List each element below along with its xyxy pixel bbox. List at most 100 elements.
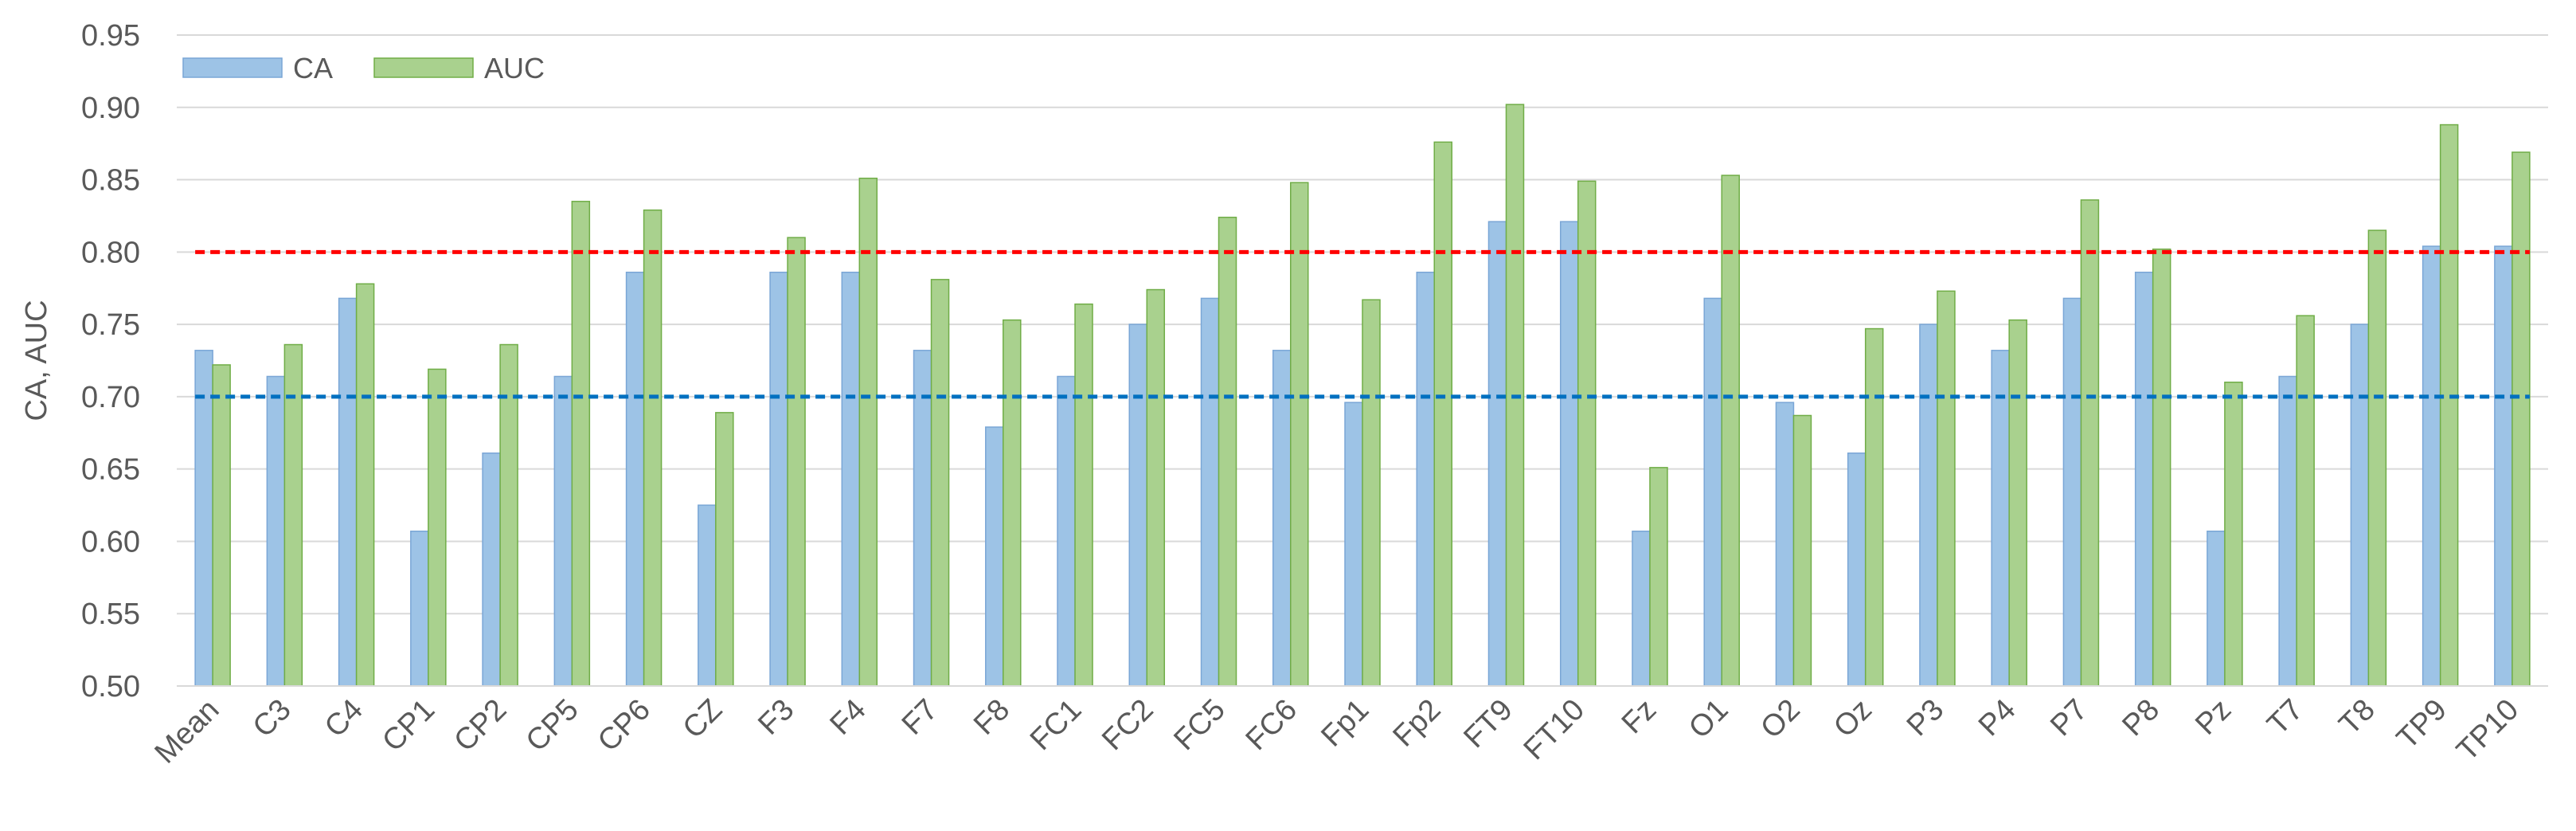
x-tick-label: Pz [2189,693,2238,742]
x-tick-label: CP1 [376,693,441,758]
bar-auc-fc6 [1290,182,1309,687]
bar-auc-f7 [930,279,950,687]
x-tick-label: P3 [1901,693,1951,743]
y-tick-label: 0.70 [81,381,140,414]
x-tick-label: Mean [149,693,226,770]
bar-auc-tp10 [2512,151,2531,687]
x-tick-label: F4 [824,693,873,742]
x-tick-label: F7 [896,693,944,742]
bar-ca-c3 [266,375,286,687]
x-tick-label: FT9 [1457,693,1519,755]
bar-ca-mean [194,350,213,687]
x-tick-label: TP10 [2450,693,2525,768]
legend-swatch-ca [182,57,283,78]
x-tick-label: P4 [1972,693,2023,743]
bar-auc-cp1 [428,368,447,687]
bar-ca-fp1 [1344,402,1363,687]
bar-auc-cp6 [643,209,663,687]
x-tick-label: C3 [247,693,298,744]
x-tick-label: O2 [1754,693,1807,746]
bar-auc-t8 [2367,229,2387,687]
bar-ca-t7 [2278,375,2297,687]
bar-ca-f4 [841,272,861,687]
bar-ca-fc6 [1272,350,1292,687]
bar-auc-o2 [1792,414,1812,687]
x-tick-label: Fp2 [1387,693,1448,754]
bar-auc-mean [212,364,231,687]
legend: CA AUC [182,52,545,84]
y-tick-label: 0.80 [81,236,140,269]
bar-ca-f7 [913,350,932,687]
y-tick-label: 0.60 [81,525,140,559]
bar-auc-fp1 [1362,299,1381,687]
bar-ca-fp2 [1416,272,1435,687]
y-tick-label: 0.90 [81,92,140,125]
bar-ca-cp1 [410,530,429,687]
legend-swatch-auc [373,57,474,78]
bar-ca-fc1 [1057,375,1076,687]
bar-auc-p7 [2080,199,2100,687]
x-tick-label: CP6 [592,693,657,758]
x-tick-label: C4 [319,693,369,744]
x-tick-label: CZ [677,693,729,746]
bar-auc-p3 [1937,290,1956,687]
bar-auc-pz [2224,381,2243,687]
bar-ca-tp10 [2494,245,2513,687]
bar-auc-ft10 [1577,180,1597,687]
bar-auc-cp5 [571,201,591,687]
y-tick-label: 0.55 [81,598,140,631]
bar-ca-cp5 [553,375,573,687]
bar-ca-fc5 [1200,297,1220,687]
bar-ca-f3 [769,272,788,687]
bar-auc-p4 [2008,319,2027,687]
x-tick-label: FC5 [1167,693,1231,757]
y-tick-label: 0.95 [81,19,140,53]
bar-auc-f3 [787,237,806,687]
legend-label-auc: AUC [484,52,545,84]
bar-auc-c4 [355,283,375,687]
bar-ca-tp9 [2422,245,2441,687]
bar-auc-fc2 [1146,288,1166,687]
bar-auc-cz [715,412,734,687]
x-tick-label: FC2 [1096,693,1159,757]
bar-ca-fz [1632,530,1651,687]
x-tick-label: O1 [1683,693,1735,746]
x-tick-label: Fp1 [1315,693,1375,754]
bar-ca-o1 [1703,297,1722,687]
bar-ca-f8 [985,426,1004,687]
x-tick-label: CP2 [448,693,513,758]
x-tick-label: F8 [967,693,1016,742]
bar-ca-p4 [1991,350,2010,687]
bar-ca-oz [1847,452,1867,687]
y-axis-tick-labels: 0.50 0.55 0.60 0.65 0.70 0.75 0.80 0.85 0.90 0.95 [81,19,140,704]
x-tick-label: P7 [2044,693,2094,743]
y-tick-label: 0.85 [81,164,140,198]
x-tick-label: Oz [1827,693,1878,744]
bar-auc-t7 [2296,315,2315,687]
bar-ca-pz [2207,530,2226,687]
x-tick-label: T7 [2261,693,2309,742]
y-tick-label: 0.65 [81,453,140,487]
bar-ca-o2 [1775,402,1795,687]
bar-ca-t8 [2350,323,2370,687]
bar-ca-cz [698,504,717,687]
bar-auc-fc1 [1074,303,1093,687]
bar-auc-p8 [2152,248,2171,687]
bar-ca-p7 [2062,297,2082,687]
x-tick-label: FC1 [1024,693,1088,757]
x-tick-label: Fz [1616,693,1663,741]
legend-label-ca: CA [293,52,333,84]
y-tick-label: 0.75 [81,308,140,342]
x-tick-label: CP5 [520,693,585,758]
bar-auc-f8 [1003,319,1022,687]
bar-ca-ft10 [1559,221,1579,687]
bar-auc-fz [1649,467,1668,687]
x-tick-label: T8 [2333,693,2382,742]
y-tick-label: 0.50 [81,670,140,704]
bar-ca-p8 [2134,272,2154,687]
reference-lines [195,249,2530,399]
x-tick-label: TP9 [2390,693,2453,756]
y-axis-title: CA, AUC [20,300,53,421]
bar-auc-fc5 [1218,217,1237,687]
